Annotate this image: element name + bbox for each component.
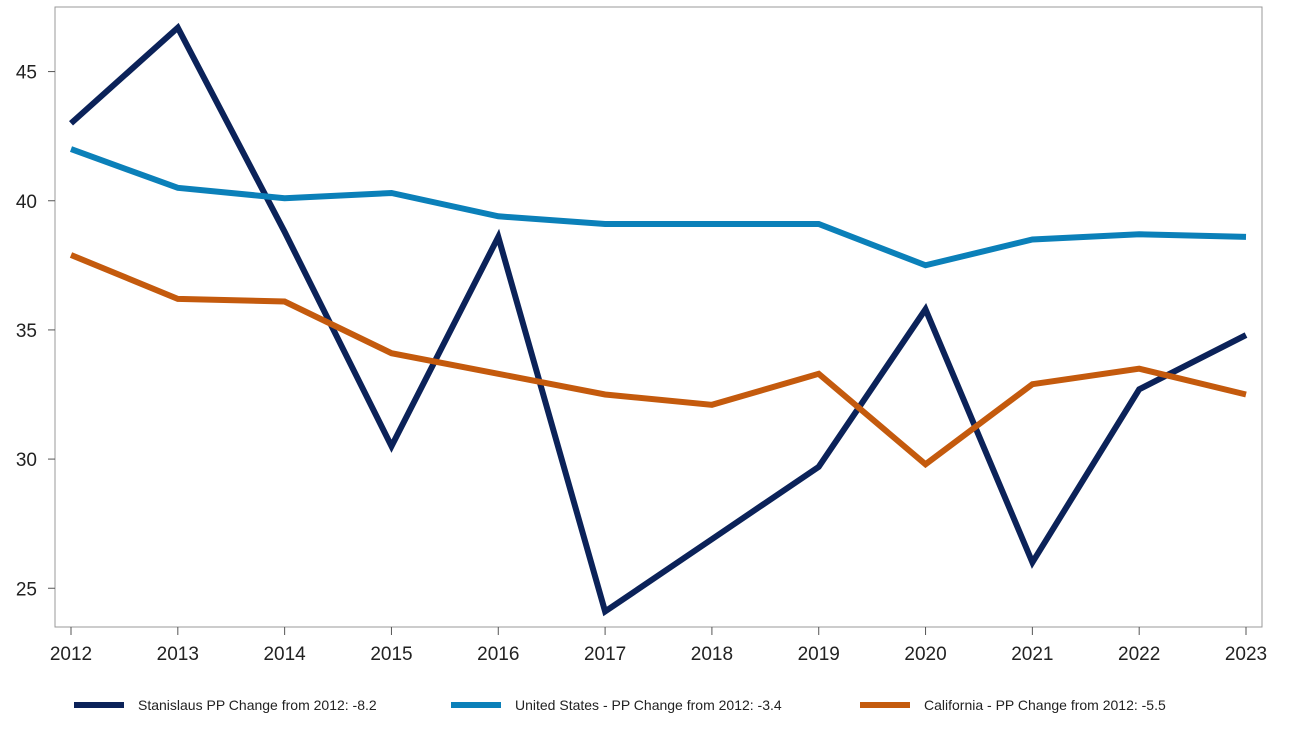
x-tick-label: 2014 [263, 644, 306, 665]
y-tick-label: 45 [16, 63, 37, 84]
y-tick-label: 35 [16, 321, 37, 342]
y-tick-label: 25 [16, 579, 37, 600]
x-tick-label: 2013 [157, 644, 199, 665]
x-tick-label: 2018 [691, 644, 733, 665]
series-line-california [69, 252, 1247, 469]
legend-swatch-california [860, 702, 910, 708]
x-tick-label: 2012 [50, 644, 92, 665]
legend-item-united-states: United States - PP Change from 2012: -3.… [451, 688, 782, 722]
x-axis: 2012 2013 2014 2015 2016 2017 2018 2019 2020 2021… [50, 627, 1267, 665]
x-tick-label: 2022 [1118, 644, 1160, 665]
legend-label-california: California - PP Change from 2012: -5.5 [924, 697, 1166, 713]
legend-swatch-united-states [451, 702, 501, 708]
x-tick-label: 2015 [370, 644, 412, 665]
plot-frame [54, 6, 1263, 628]
legend-item-california: California - PP Change from 2012: -5.5 [860, 688, 1166, 722]
legend-item-stanislaus: Stanislaus PP Change from 2012: -8.2 [74, 688, 377, 722]
x-tick-label: 2021 [1011, 644, 1053, 665]
y-axis: 25 30 35 40 45 [16, 63, 55, 600]
legend: Stanislaus PP Change from 2012: -8.2 Uni… [0, 688, 1301, 722]
x-tick-label: 2019 [798, 644, 840, 665]
x-tick-label: 2023 [1225, 644, 1267, 665]
x-tick-label: 2017 [584, 644, 626, 665]
legend-label-stanislaus: Stanislaus PP Change from 2012: -8.2 [138, 697, 377, 713]
y-tick-label: 30 [16, 450, 37, 471]
legend-label-united-states: United States - PP Change from 2012: -3.… [515, 697, 782, 713]
series-lines [68, 22, 1248, 617]
series-line-stanislaus [68, 22, 1248, 617]
x-tick-label: 2020 [904, 644, 946, 665]
y-tick-label: 40 [16, 192, 37, 213]
legend-swatch-stanislaus [74, 702, 124, 708]
x-tick-label: 2016 [477, 644, 519, 665]
series-line-united-states [69, 146, 1247, 269]
